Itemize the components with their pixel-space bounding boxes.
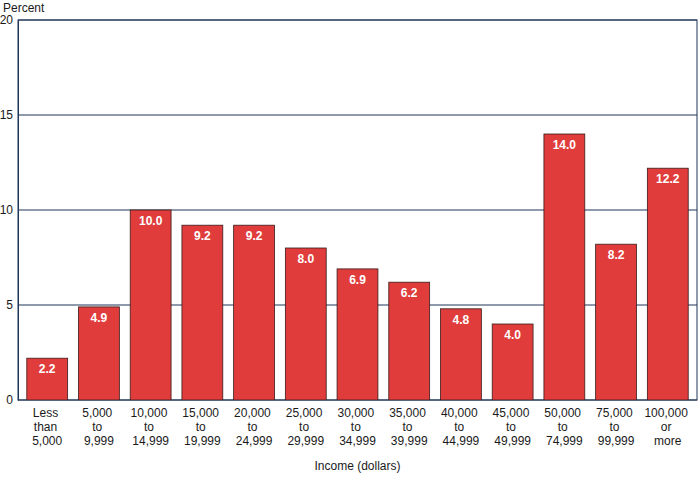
bar [27,358,68,400]
x-tick-label: Less than 5,000 [32,406,62,448]
x-tick-label: 20,000 to 24,999 [234,406,274,448]
x-tick-label: 45,000 to 49,999 [493,406,533,448]
y-axis-line [18,21,19,401]
bar [647,168,688,400]
y-axis: 0 5 10 15 20 [0,13,19,407]
data-label: 4.9 [91,311,108,325]
grid [18,20,697,400]
x-tick-label: 40,000 to 44,999 [441,406,481,448]
data-labels: 2.2 4.9 10.0 9.2 9.2 8.0 6.9 6.2 4.8 4.0 14.0 8.2 12… [39,138,680,376]
bar [441,309,482,400]
plot-frame [18,20,697,400]
x-axis-title: Income (dollars) [314,459,400,473]
bar [130,210,171,400]
bar [337,269,378,400]
data-label: 8.2 [608,248,625,262]
data-label: 6.2 [401,286,418,300]
y-tick: 0 [6,393,18,407]
bar [544,134,585,400]
x-tick-label: 75,000 to 99,999 [596,406,636,448]
data-label: 6.9 [349,273,366,287]
x-tick-label: 25,000 to 29,999 [286,406,326,448]
y-tick: 10 [0,203,18,217]
bar [285,248,326,400]
bar [234,225,275,400]
y-tick: 5 [6,298,18,312]
data-label: 9.2 [194,229,211,243]
x-tick-label: 50,000 to 74,999 [544,406,584,448]
data-label: 8.0 [297,252,314,266]
data-label: 10.0 [139,214,163,228]
bar [79,307,120,400]
plot: 2.2 4.9 10.0 9.2 9.2 8.0 6.9 6.2 4.8 4.0 14.0 8.2 12… [0,13,697,448]
bar [492,324,533,400]
y-tick-label: 0 [6,393,13,407]
x-tick-label: 30,000 to 34,999 [337,406,377,448]
data-label: 4.0 [504,328,521,342]
chart: 2.2 4.9 10.0 9.2 9.2 8.0 6.9 6.2 4.8 4.0 14.0 8.2 12… [0,0,700,483]
bars [27,134,688,400]
x-tick-label: 5,000 to 9,999 [82,406,115,448]
data-label: 2.2 [39,362,56,376]
y-tick: 20 [0,13,18,27]
y-tick-label: 10 [0,203,13,217]
x-axis: Less than 5,000 5,000 to 9,999 10,000 to 1… [32,406,691,448]
x-tick-label: 10,000 to 14,999 [131,406,171,448]
data-label: 4.8 [453,313,470,327]
bar [596,244,637,400]
bar [389,282,430,400]
data-label: 12.2 [656,172,680,186]
x-tick-label: 35,000 to 39,999 [389,406,429,448]
grid-line [18,210,697,211]
x-tick-label: 100,000 or more [644,406,691,448]
grid-line [18,115,697,116]
x-tick-label: 15,000 to 19,999 [182,406,222,448]
bar [182,225,223,400]
y-tick-label: 20 [0,13,13,27]
data-label: 14.0 [553,138,577,152]
y-tick-label: 5 [6,298,13,312]
y-axis-title: Percent [3,1,45,15]
data-label: 9.2 [246,229,263,243]
y-tick-label: 15 [0,108,13,122]
y-tick: 15 [0,108,18,122]
